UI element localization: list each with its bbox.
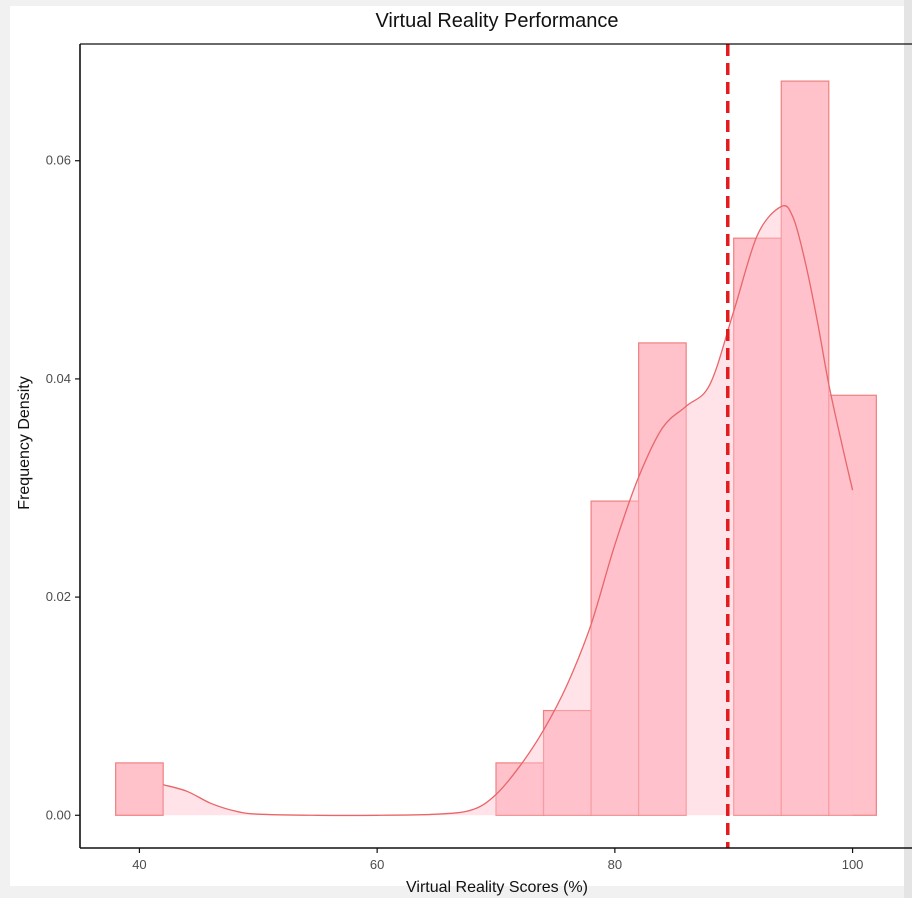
histogram-bar-4 (638, 342, 687, 816)
histogram-bar-8 (828, 394, 877, 816)
window-edge (904, 0, 912, 898)
histogram-bar-6 (733, 237, 782, 816)
density-layer (163, 205, 854, 817)
density-line (163, 205, 854, 817)
y-tick-label-3: 0.06 (46, 153, 71, 168)
histogram-bar-3 (590, 500, 640, 816)
axis-layer: 0.00 0.02 0.04 0.06 40 60 80 100 (46, 43, 912, 872)
x-tick-label-3: 100 (842, 857, 864, 872)
y-tick-label-0: 0.00 (46, 807, 71, 822)
x-axis-label: Virtual Reality Scores (%) (406, 879, 588, 896)
bars-layer (115, 80, 877, 816)
x-tick-label-2: 80 (608, 857, 622, 872)
chart-title: Virtual Reality Performance (375, 10, 618, 32)
density-area (163, 205, 853, 816)
y-tick-label-2: 0.04 (46, 371, 71, 386)
x-tick-label-0: 40 (132, 857, 146, 872)
y-tick-label-1: 0.02 (46, 589, 71, 604)
y-axis-label: Frequency Density (16, 376, 33, 509)
histogram-bar-2 (542, 709, 592, 816)
x-tick-label-1: 60 (370, 857, 384, 872)
histogram-bar-7 (780, 80, 830, 816)
histogram-bar-0 (115, 762, 164, 816)
